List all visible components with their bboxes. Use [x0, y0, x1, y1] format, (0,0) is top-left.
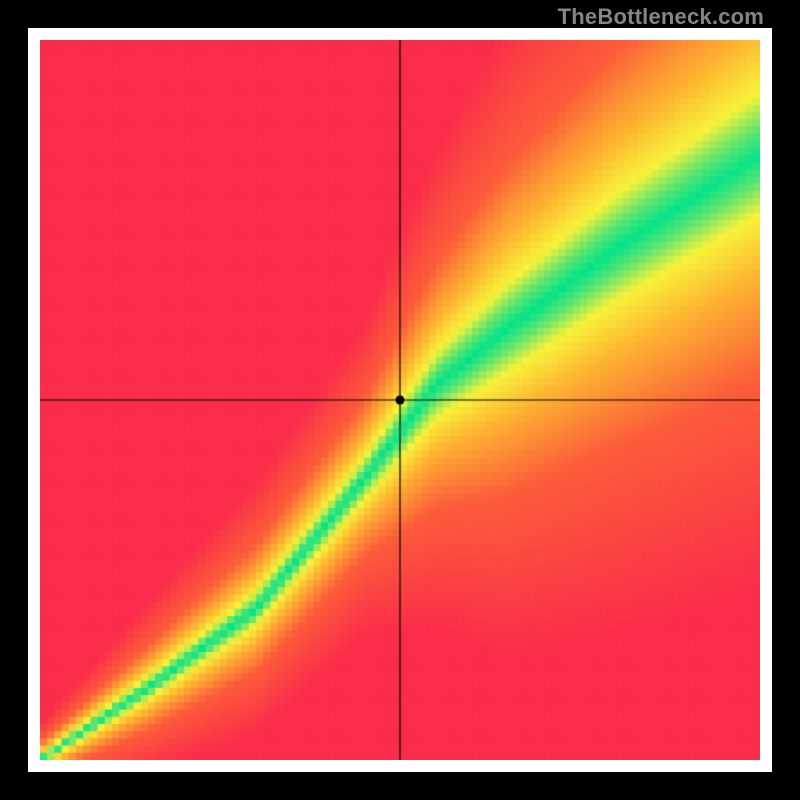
plot-outer-border	[0, 0, 800, 800]
watermark-text: TheBottleneck.com	[558, 4, 764, 30]
chart-container: TheBottleneck.com	[0, 0, 800, 800]
